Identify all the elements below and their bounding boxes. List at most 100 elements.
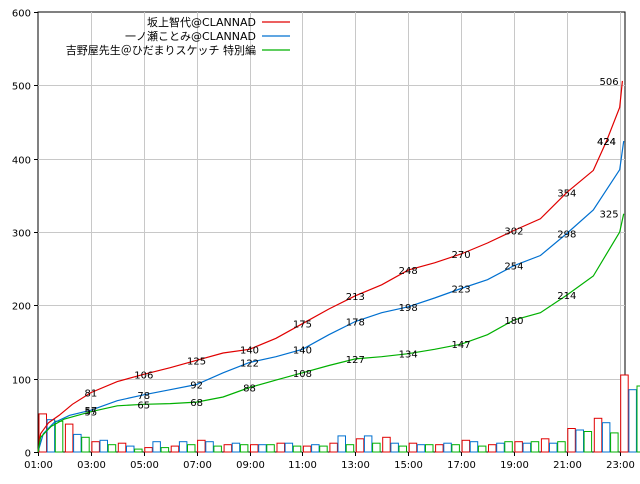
hourly-bar [583, 431, 593, 453]
hourly-bar [99, 439, 108, 453]
x-tick-label: 07:00 [183, 460, 212, 471]
hourly-bar [557, 441, 566, 453]
hourly-bar [311, 444, 320, 453]
hourly-bar [372, 442, 381, 453]
y-tick-label: 500 [12, 82, 31, 93]
hourly-bar [152, 441, 161, 453]
hourly-bar [160, 447, 170, 453]
hourly-bar [355, 438, 365, 453]
hourly-bar [398, 445, 407, 453]
hourly-bar [549, 442, 558, 453]
x-tick-label: 11:00 [288, 460, 317, 471]
hourly-bar [496, 442, 505, 453]
hourly-bar [443, 442, 452, 453]
hourly-bar [477, 445, 487, 453]
legend-label: 一ノ瀬ことみ@CLANNAD [125, 29, 256, 43]
hourly-bar [345, 444, 355, 453]
x-tick-label: 17:00 [447, 460, 476, 471]
x-tick-label: 03:00 [77, 460, 106, 471]
hourly-bar [416, 444, 426, 453]
hourly-bar [636, 385, 640, 453]
hourly-bar [64, 423, 74, 453]
x-tick-label: 09:00 [236, 460, 265, 471]
hourly-bar [601, 422, 611, 453]
series-value-label: 248 [399, 266, 418, 277]
series-value-label: 424 [597, 137, 616, 148]
series-value-label: 198 [399, 303, 418, 314]
series-value-label: 106 [134, 370, 153, 381]
y-tick-label: 0 [25, 449, 31, 460]
hourly-bar [461, 439, 471, 453]
y-tick-label: 600 [12, 9, 31, 20]
series-value-label: 270 [452, 250, 471, 261]
hourly-bar [205, 441, 214, 453]
series-value-label: 125 [187, 356, 206, 367]
series-value-label: 78 [137, 391, 150, 402]
x-tick-label: 05:00 [130, 460, 159, 471]
y-tick-label: 100 [12, 376, 31, 387]
hourly-bar [302, 445, 312, 453]
hourly-bar [329, 442, 338, 453]
series-value-label: 140 [240, 345, 259, 356]
hourly-bar [504, 441, 513, 453]
hourly-bar [575, 429, 584, 453]
series-value-label: 213 [346, 292, 365, 303]
hourly-bar [593, 417, 603, 453]
y-tick-label: 400 [12, 156, 31, 167]
series-value-label: 180 [504, 316, 523, 327]
series-line [37, 141, 625, 453]
x-tick-label: 23:00 [606, 460, 635, 471]
hourly-bar [567, 428, 576, 453]
hourly-bar [54, 420, 64, 453]
hourly-bar [514, 441, 523, 453]
x-tick-label: 21:00 [553, 460, 582, 471]
hourly-bar [250, 444, 259, 453]
series-value-label: 147 [452, 340, 471, 351]
hourly-bar [363, 435, 373, 453]
series-value-label: 65 [137, 400, 150, 411]
hourly-bar [231, 442, 241, 453]
hourly-bar [170, 445, 180, 453]
series-value-label: 81 [85, 389, 98, 400]
series-line [37, 213, 625, 453]
hourly-bar [469, 441, 479, 453]
hourly-bar [390, 442, 399, 453]
hourly-bar [284, 442, 294, 453]
hourly-bar [81, 436, 90, 453]
hourly-bar [276, 442, 285, 453]
series-value-label: 88 [243, 384, 256, 395]
hourly-bar [178, 441, 188, 453]
series-value-label: 57 [85, 406, 98, 417]
legend-label: 坂上智代@CLANNAD [147, 15, 256, 29]
series-value-label: 223 [452, 285, 471, 296]
hourly-bar [610, 432, 619, 453]
series-value-label: 175 [293, 320, 312, 331]
series-value-label: 134 [399, 350, 418, 361]
series-value-label: 178 [346, 318, 365, 329]
hourly-bar [126, 445, 135, 453]
hourly-bar [382, 436, 391, 453]
hourly-bar [239, 444, 249, 453]
hourly-bar [530, 441, 540, 453]
x-tick-label: 15:00 [394, 460, 423, 471]
hourly-bar [38, 413, 47, 453]
hourly-bar [522, 442, 532, 453]
series-value-label: 302 [504, 227, 523, 238]
hourly-bar [408, 442, 418, 453]
legend-label: 吉野屋先生＠ひだまりスケッチ 特別編 [66, 43, 256, 57]
x-tick-label: 19:00 [500, 460, 529, 471]
hourly-bar [337, 435, 346, 453]
hourly-bar [292, 445, 302, 453]
hourly-bar [107, 444, 117, 453]
hourly-bar [213, 445, 222, 453]
series-line [37, 80, 623, 453]
hourly-bar [73, 433, 82, 453]
series-value-label: 55 [85, 408, 98, 419]
hourly-bar [488, 444, 497, 453]
hourly-bar [266, 444, 275, 453]
series-value-label: 325 [600, 210, 619, 221]
hourly-bar [187, 444, 196, 453]
series-value-label: 214 [557, 291, 576, 302]
